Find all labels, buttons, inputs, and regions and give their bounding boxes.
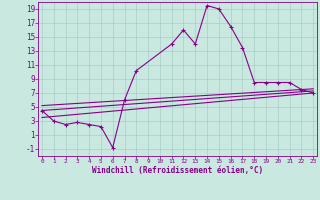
X-axis label: Windchill (Refroidissement éolien,°C): Windchill (Refroidissement éolien,°C) xyxy=(92,166,263,175)
